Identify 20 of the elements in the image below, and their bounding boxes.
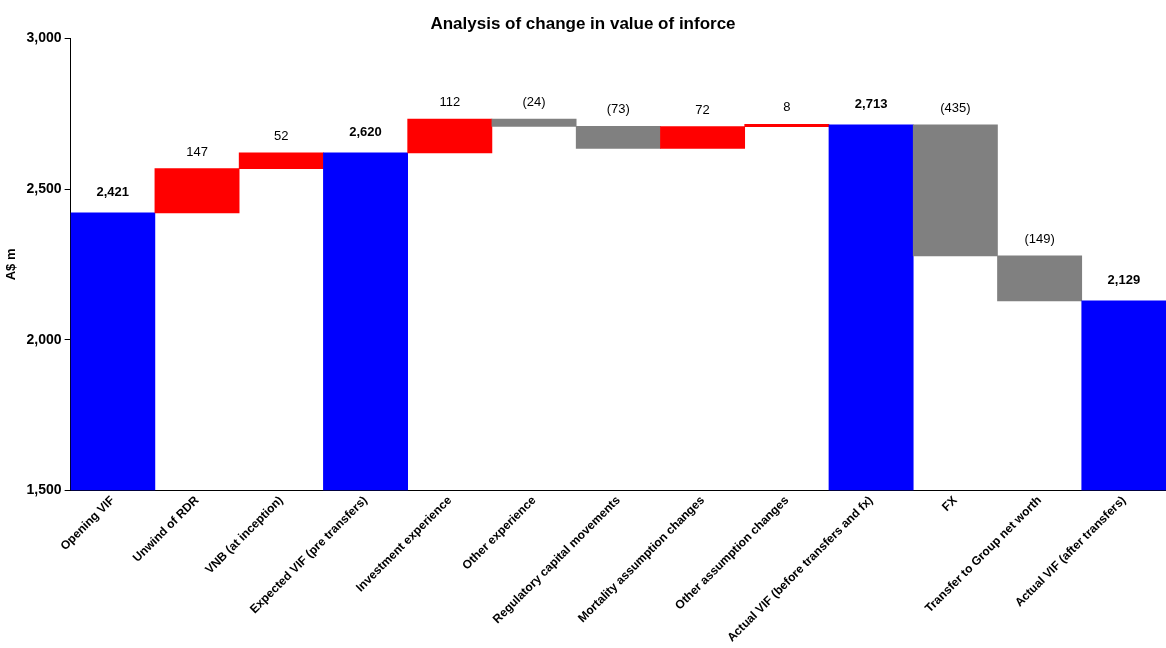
data-label: (24) (522, 94, 546, 110)
y-tick-label: 2,500 (26, 179, 62, 196)
x-tick-label: FX (939, 493, 960, 514)
chart-title: Analysis of change in value of inforce (430, 13, 736, 33)
data-label: 8 (783, 99, 791, 115)
data-label: 52 (274, 127, 289, 143)
y-axis-title: A$ m (3, 248, 19, 281)
data-label: 2,129 (1107, 271, 1141, 287)
data-label: 147 (186, 143, 208, 159)
y-tick-label: 3,000 (26, 29, 62, 46)
data-label: (149) (1024, 231, 1055, 247)
data-label: (435) (940, 99, 971, 115)
y-tick-label: 1,500 (26, 481, 62, 498)
data-label: 72 (695, 101, 710, 117)
data-label: 112 (439, 94, 461, 110)
data-label: (73) (606, 101, 630, 117)
y-tick-label: 2,000 (26, 330, 62, 347)
data-label: 2,713 (854, 95, 888, 111)
data-label: 2,421 (96, 183, 130, 199)
data-label: 2,620 (349, 123, 382, 139)
